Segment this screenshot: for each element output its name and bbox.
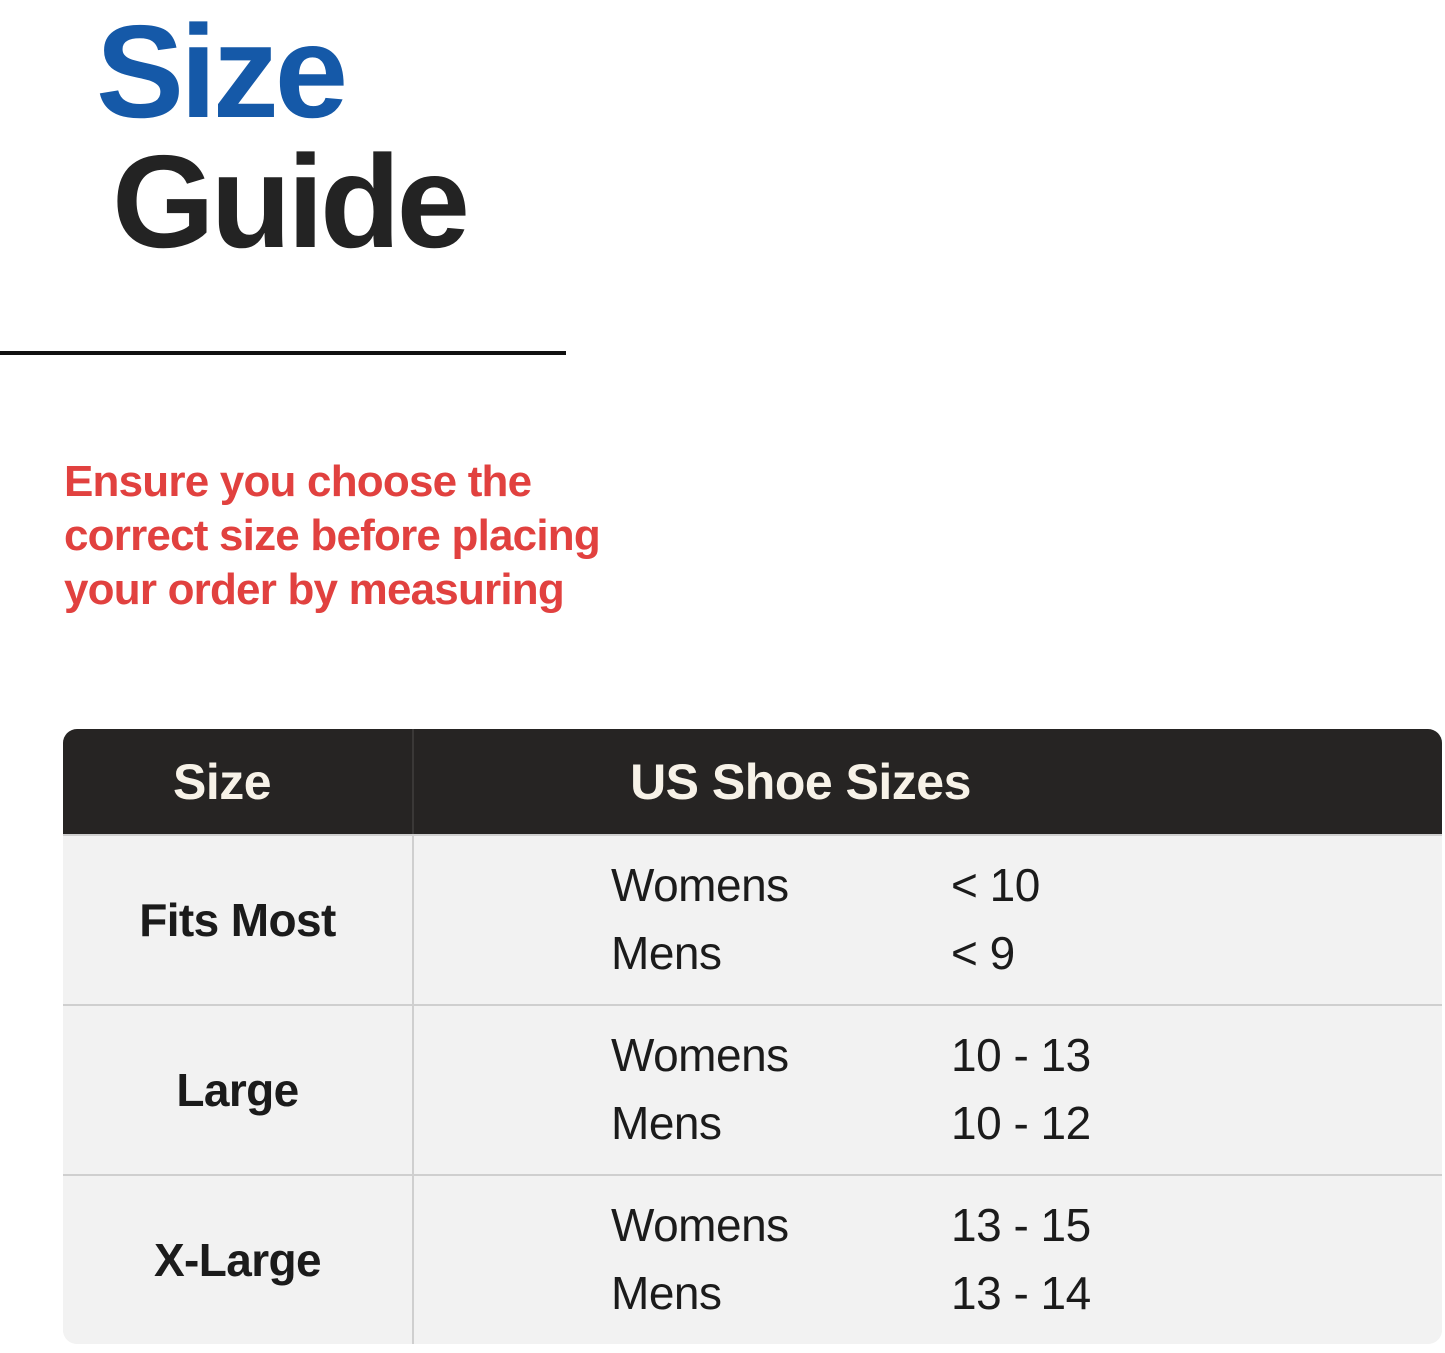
size-entry: Womens < 10: [611, 852, 1442, 920]
column-header-us-shoe-sizes: US Shoe Sizes: [630, 753, 971, 810]
page-title-size: Size: [96, 0, 348, 145]
size-value: < 10: [951, 859, 1040, 912]
size-entry: Womens 13 - 15: [611, 1192, 1442, 1260]
gender-label: Womens: [611, 859, 789, 912]
cell-size-name: Large: [63, 1006, 414, 1174]
gender-label: Mens: [611, 1097, 722, 1149]
size-value: < 9: [951, 927, 1015, 979]
size-notice-line-1: Ensure you choose the: [64, 457, 532, 506]
size-entry: Mens 13 - 14: [611, 1260, 1442, 1328]
cell-shoe-sizes: Womens 13 - 15 Mens 13 - 14: [414, 1176, 1442, 1344]
size-notice-line-3: your order by measuring: [64, 565, 565, 615]
page-title: Size Guide: [0, 0, 1445, 276]
size-value: 10 - 13: [951, 1029, 1091, 1082]
size-label: Large: [176, 1064, 299, 1116]
cell-size-name: Fits Most: [63, 836, 414, 1004]
size-label: Fits Most: [139, 894, 336, 946]
size-chart-table: Size US Shoe Sizes Fits Most Womens < 10…: [63, 729, 1442, 1344]
size-entry: Mens 10 - 12: [611, 1090, 1442, 1158]
gender-label: Mens: [611, 927, 722, 979]
cell-size-name: X-Large: [63, 1176, 414, 1344]
gender-label: Womens: [611, 1029, 789, 1082]
title-divider: [0, 351, 566, 355]
column-header-size: Size: [63, 729, 414, 834]
table-row: Fits Most Womens < 10 Mens < 9: [63, 834, 1442, 1004]
size-notice: Ensure you choose the correct size befor…: [64, 455, 764, 617]
cell-shoe-sizes: Womens < 10 Mens < 9: [414, 836, 1442, 1004]
size-label: X-Large: [153, 1234, 322, 1286]
size-value: 13 - 14: [951, 1267, 1091, 1319]
page-title-guide: Guide: [112, 128, 470, 276]
gender-label: Womens: [611, 1199, 789, 1252]
size-notice-line-2: correct size before placing: [64, 511, 601, 561]
gender-label: Mens: [611, 1267, 722, 1319]
table-row: Large Womens 10 - 13 Mens 10 - 12: [63, 1004, 1442, 1174]
size-value: 10 - 12: [951, 1097, 1091, 1149]
table-header-row: Size US Shoe Sizes: [63, 729, 1442, 834]
table-row: X-Large Womens 13 - 15 Mens 13 - 14: [63, 1174, 1442, 1344]
size-value: 13 - 15: [951, 1199, 1091, 1252]
cell-shoe-sizes: Womens 10 - 13 Mens 10 - 12: [414, 1006, 1442, 1174]
size-entry: Mens < 9: [611, 920, 1442, 988]
size-entry: Womens 10 - 13: [611, 1022, 1442, 1090]
